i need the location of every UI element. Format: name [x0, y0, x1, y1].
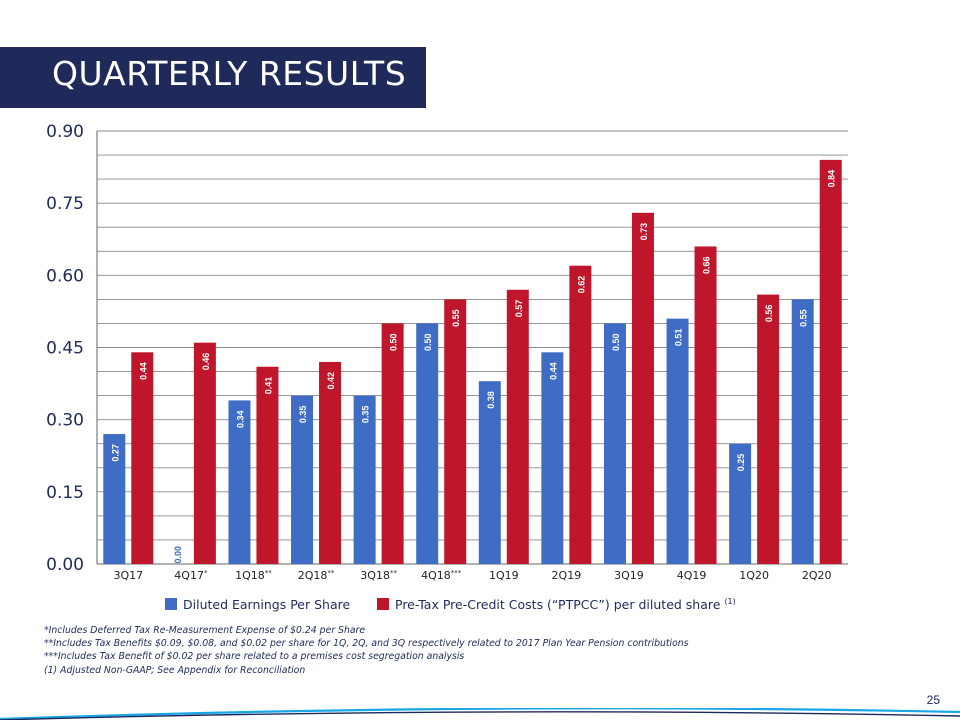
bar-eps: [291, 395, 314, 564]
data-label: 0.56: [764, 305, 774, 323]
x-tick-label: 1Q20: [739, 569, 769, 582]
x-tick-label: 4Q17*: [174, 569, 208, 582]
legend-swatch-blue: [165, 598, 177, 610]
data-label: 0.46: [201, 353, 211, 371]
data-label: 0.34: [235, 410, 245, 428]
data-label: 0.50: [389, 333, 399, 351]
bar-eps: [729, 443, 752, 564]
data-label: 0.51: [674, 329, 684, 347]
x-tick-label: 1Q19: [489, 569, 519, 582]
bar-eps: [666, 318, 689, 564]
accent-curve-blue: [0, 708, 960, 720]
y-tick-label: 0.30: [46, 411, 84, 431]
x-tick-label: 3Q18**: [360, 569, 397, 582]
bar-ptpcc: [193, 342, 216, 564]
data-label: 0.41: [263, 377, 273, 395]
bar-ptpcc: [256, 366, 279, 564]
page-number: 25: [926, 693, 940, 707]
legend-label-eps: Diluted Earnings Per Share: [183, 597, 351, 612]
bar-eps: [478, 381, 501, 564]
bar-ptpcc: [694, 246, 717, 564]
legend-label-ptpcc: Pre-Tax Pre-Credit Costs (“PTPCC”) per d…: [395, 597, 721, 613]
bar-ptpcc: [757, 294, 780, 564]
y-tick-label: 0.15: [46, 483, 84, 503]
bar-eps: [103, 434, 126, 564]
legend-swatch-red: [377, 598, 389, 611]
bar-ptpcc: [819, 159, 842, 564]
bar-eps: [353, 395, 376, 564]
data-label: 0.50: [611, 333, 621, 351]
data-label: 0.73: [639, 223, 649, 241]
data-label: 0.38: [486, 391, 496, 409]
x-tick-label: 4Q19: [677, 569, 707, 582]
data-label: 0.25: [736, 454, 746, 472]
x-tick-label: 1Q18**: [235, 569, 272, 582]
x-tick-label: 3Q19: [614, 569, 644, 582]
bar-eps: [228, 400, 251, 564]
data-label: 0.50: [423, 333, 433, 351]
bar-eps: [603, 323, 626, 564]
legend-item-ptpcc: Pre-Tax Pre-Credit Costs (“PTPCC”) per d…: [377, 597, 736, 612]
bar-ptpcc: [319, 361, 342, 564]
data-label: 0.27: [110, 444, 120, 462]
data-label: 0.42: [326, 372, 336, 390]
page-title: QUARTERLY RESULTS: [52, 54, 407, 93]
x-tick-label: 2Q18**: [298, 569, 335, 582]
bottom-accent-rule: [0, 708, 960, 720]
data-label: 0.00: [173, 546, 183, 564]
accent-curve-navy: [0, 711, 960, 720]
bar-ptpcc: [506, 289, 529, 564]
bar-eps: [541, 352, 564, 564]
x-tick-label: 2Q20: [802, 569, 832, 582]
bar-ptpcc: [569, 265, 592, 564]
y-tick-label: 0.00: [46, 555, 84, 575]
data-label: 0.44: [138, 362, 148, 380]
footnotes: *Includes Deferred Tax Re-Measurement Ex…: [44, 624, 844, 677]
legend-item-eps: Diluted Earnings Per Share: [165, 597, 350, 612]
bar-ptpcc: [631, 212, 654, 565]
footnote-3: ***Includes Tax Benefit of $0.02 per sha…: [44, 651, 465, 663]
y-tick-label: 0.45: [46, 339, 84, 359]
y-tick-label: 0.60: [46, 266, 84, 286]
x-tick-label: 4Q18***: [421, 569, 462, 582]
bar-ptpcc: [444, 299, 467, 564]
data-label: 0.84: [827, 170, 837, 188]
y-tick-label: 0.90: [46, 122, 84, 142]
bar-eps: [791, 299, 814, 564]
data-label: 0.66: [702, 256, 712, 274]
data-label: 0.55: [451, 309, 461, 327]
data-label: 0.35: [298, 406, 308, 424]
data-label: 0.57: [514, 300, 524, 318]
bar-eps: [416, 323, 439, 564]
x-tick-label: 3Q17: [113, 569, 143, 582]
footnote-2: **Includes Tax Benefits $0.09, $0.08, an…: [44, 638, 689, 650]
footnote-1: *Includes Deferred Tax Re-Measurement Ex…: [44, 625, 366, 636]
data-label: 0.55: [799, 309, 809, 327]
data-label: 0.44: [548, 362, 558, 380]
x-tick-label: 2Q19: [552, 569, 582, 582]
legend-note-ptpcc: (1): [724, 597, 736, 606]
data-label: 0.62: [576, 276, 586, 294]
footnote-4: (1) Adjusted Non-GAAP; See Appendix for …: [44, 664, 306, 676]
bar-chart: 0.00 0.15 0.30 0.45 0.60 0.75 0.90 0.27 0.44 3Q17…: [46, 122, 848, 582]
y-tick-label: 0.75: [46, 194, 84, 214]
data-label: 0.35: [361, 406, 371, 424]
bar-ptpcc: [131, 352, 154, 564]
bar-ptpcc: [381, 323, 404, 564]
title-band: [0, 47, 426, 108]
